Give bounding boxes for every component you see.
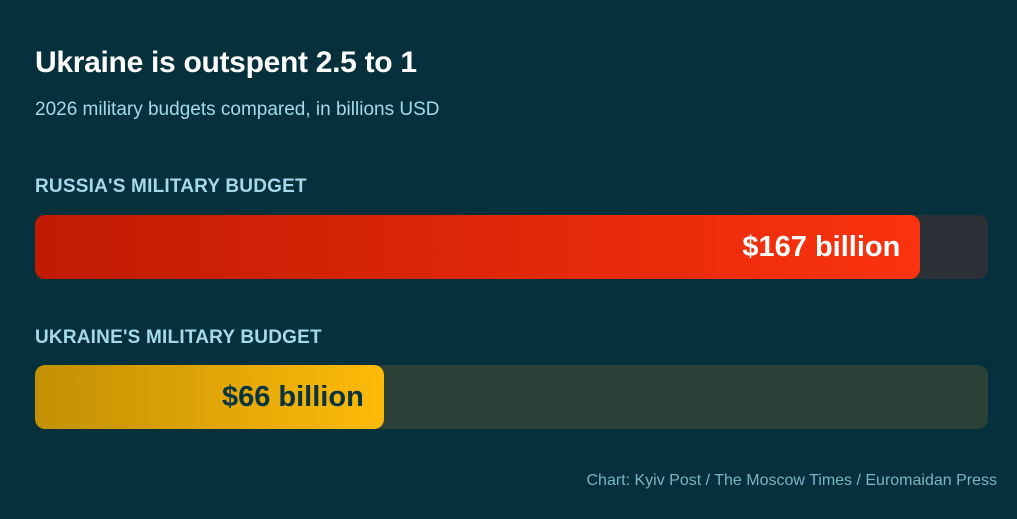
bar-label-russia: RUSSIA'S MILITARY BUDGET — [35, 176, 307, 197]
bar-value-russia: $167 billion — [742, 230, 901, 263]
chart-title: Ukraine is outspent 2.5 to 1 — [35, 46, 417, 79]
bar-value-ukraine: $66 billion — [221, 380, 364, 413]
bar-track-russia: $167 billion — [35, 215, 988, 279]
bar-label-ukraine: UKRAINE'S MILITARY BUDGET — [35, 327, 322, 348]
bar-track-ukraine: $66 billion — [35, 365, 988, 429]
chart-subtitle: 2026 military budgets compared, in billi… — [35, 99, 440, 120]
bar-fill-ukraine: $66 billion — [35, 365, 384, 429]
bar-fill-russia: $167 billion — [35, 215, 921, 279]
chart-credit: Chart: Kyiv Post / The Moscow Times / Eu… — [586, 472, 997, 489]
